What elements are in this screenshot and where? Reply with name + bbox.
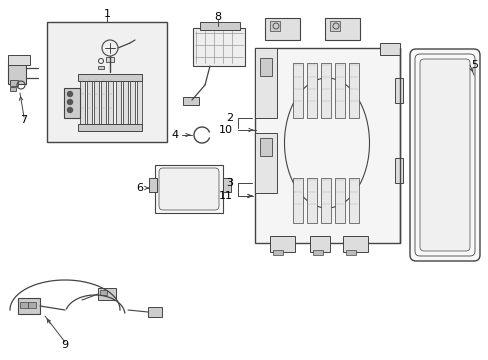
Text: 3: 3	[225, 178, 232, 188]
FancyBboxPatch shape	[419, 59, 469, 251]
Bar	[342, 236, 367, 252]
Bar	[78, 124, 142, 131]
Bar	[100, 290, 107, 295]
Bar	[64, 88, 80, 118]
Bar	[254, 48, 276, 118]
Bar	[10, 80, 18, 86]
FancyBboxPatch shape	[409, 49, 479, 261]
Bar	[312, 250, 323, 255]
Text: 11: 11	[219, 191, 232, 201]
Bar	[292, 178, 303, 223]
Bar	[80, 78, 85, 126]
Bar	[348, 63, 358, 118]
Bar	[20, 302, 28, 308]
Text: 10: 10	[219, 125, 232, 135]
Bar	[379, 43, 399, 55]
Bar	[334, 178, 345, 223]
Bar	[223, 178, 230, 192]
Bar	[101, 78, 106, 126]
Bar	[346, 250, 355, 255]
Bar	[254, 48, 399, 243]
Circle shape	[67, 108, 72, 113]
Text: 2: 2	[225, 113, 232, 123]
Bar	[200, 22, 240, 30]
Bar	[87, 78, 92, 126]
Bar	[394, 78, 402, 103]
Bar	[306, 178, 316, 223]
Bar	[334, 63, 345, 118]
Bar	[78, 74, 142, 81]
Bar	[329, 21, 339, 31]
Text: 9: 9	[61, 340, 68, 350]
Bar	[28, 302, 36, 308]
Text: 5: 5	[470, 60, 478, 70]
Bar	[149, 178, 157, 192]
Text: 6: 6	[136, 183, 143, 193]
Bar	[155, 165, 223, 213]
Bar	[320, 178, 330, 223]
Bar	[306, 63, 316, 118]
Bar	[18, 298, 40, 314]
Bar	[8, 55, 30, 65]
Bar	[320, 63, 330, 118]
Bar	[183, 97, 199, 105]
Bar	[264, 18, 299, 40]
Bar	[309, 236, 329, 252]
Bar	[116, 78, 121, 126]
Bar	[98, 288, 116, 300]
FancyBboxPatch shape	[159, 168, 219, 210]
Bar	[98, 66, 104, 69]
Bar	[269, 21, 280, 31]
Bar	[148, 307, 162, 317]
Bar	[130, 78, 135, 126]
Circle shape	[67, 91, 72, 96]
Bar	[10, 87, 16, 91]
Bar	[108, 78, 113, 126]
Text: 8: 8	[214, 12, 221, 22]
Bar	[161, 170, 217, 208]
Bar	[47, 22, 167, 142]
Bar	[106, 57, 114, 62]
Text: 1: 1	[103, 9, 110, 19]
Bar	[8, 62, 26, 84]
Bar	[137, 78, 142, 126]
Bar	[94, 78, 99, 126]
Bar	[348, 178, 358, 223]
Bar	[193, 28, 244, 66]
Bar	[272, 250, 283, 255]
Bar	[292, 63, 303, 118]
Text: 7: 7	[20, 115, 27, 125]
Bar	[260, 58, 271, 76]
Circle shape	[67, 99, 72, 104]
Bar	[260, 138, 271, 156]
Bar	[123, 78, 128, 126]
Text: 4: 4	[171, 130, 178, 140]
Bar	[325, 18, 359, 40]
Bar	[254, 133, 276, 193]
Bar	[269, 236, 294, 252]
Bar	[394, 158, 402, 183]
